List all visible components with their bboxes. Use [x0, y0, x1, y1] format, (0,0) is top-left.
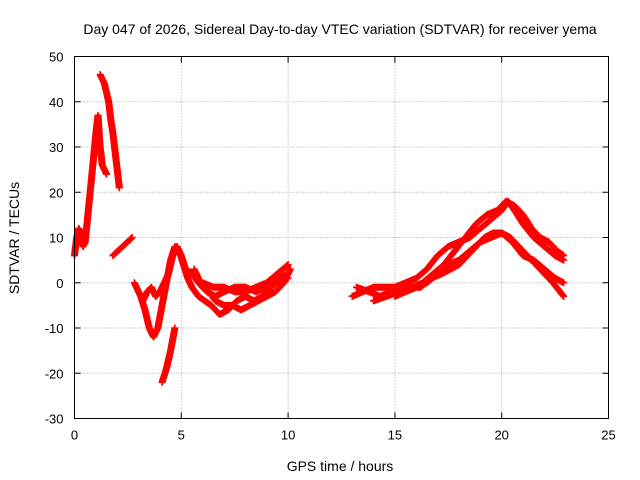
data-point — [560, 252, 568, 260]
x-tick-label: 10 — [281, 428, 295, 443]
data-point — [128, 234, 136, 241]
data-point — [286, 265, 294, 273]
data-point — [560, 279, 568, 287]
x-tick-label: 5 — [178, 428, 185, 443]
y-tick-label: 10 — [49, 231, 63, 246]
x-tick-label: 25 — [601, 428, 615, 443]
y-tick-label: 0 — [56, 276, 63, 291]
data-point — [284, 261, 292, 269]
plot-frame — [74, 56, 609, 419]
data-point — [171, 324, 179, 332]
x-tick-label: 0 — [71, 428, 78, 443]
x-tick-label: 20 — [494, 428, 508, 443]
chart-title: Day 047 of 2026, Sidereal Day-to-day VTE… — [83, 21, 596, 37]
data-point — [127, 234, 135, 242]
data-point — [283, 261, 291, 269]
y-tick-label: 30 — [49, 140, 63, 155]
y-axis-label: SDTVAR / TECUs — [6, 182, 22, 294]
x-axis-label: GPS time / hours — [287, 458, 394, 474]
y-tick-label: 40 — [49, 95, 63, 110]
data-points — [71, 71, 568, 386]
y-tick-label: 50 — [49, 50, 63, 65]
axis-ticks: 0 5 10 15 20 25 -30 -20 -10 0 10 20 30 40 50 — [45, 50, 616, 443]
y-tick-label: -30 — [45, 412, 64, 427]
data-point — [103, 170, 111, 178]
y-tick-label: -10 — [45, 321, 64, 336]
grid — [74, 56, 609, 419]
data-point — [115, 184, 123, 192]
y-tick-label: -20 — [45, 366, 64, 381]
x-tick-label: 15 — [388, 428, 402, 443]
data-point — [560, 292, 568, 300]
y-tick-label: 20 — [49, 185, 63, 200]
